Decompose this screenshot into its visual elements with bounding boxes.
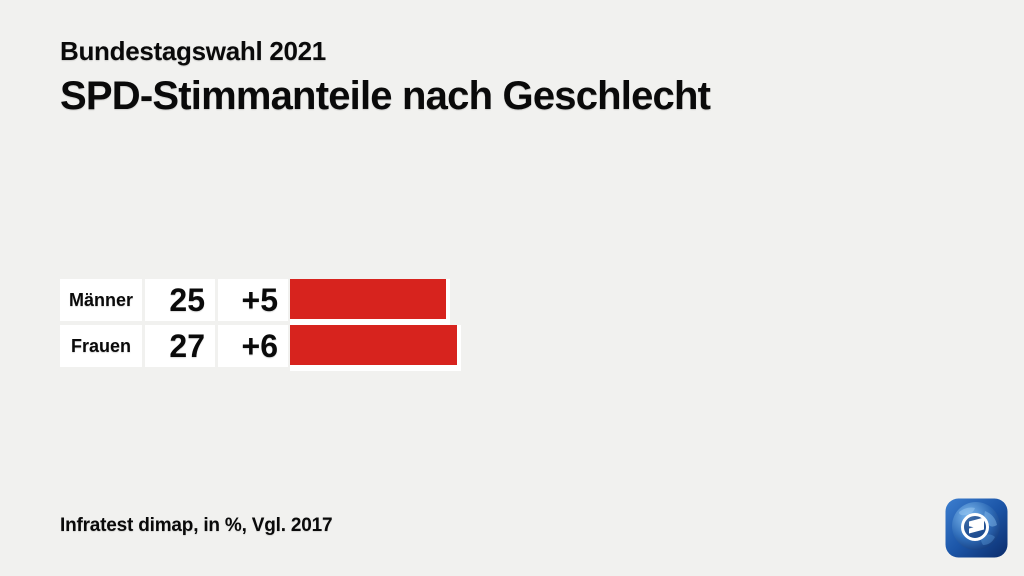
bar-track	[290, 325, 461, 371]
value-cell: 27	[145, 325, 215, 367]
bar-track	[290, 279, 450, 325]
change-cell: +5	[218, 279, 288, 321]
kicker-title: Bundestagswahl 2021	[60, 36, 326, 66]
page-title: SPD-Stimmanteile nach Geschlecht	[60, 74, 711, 118]
chart-row-frauen: Frauen 27 +6	[0, 325, 1024, 371]
chart-row-maenner: Männer 25 +5	[0, 279, 1024, 325]
value-cell: 25	[145, 279, 215, 321]
bar-maenner	[290, 279, 446, 319]
source-note: Infratest dimap, in %, Vgl. 2017	[60, 515, 333, 536]
tagesschau-logo-icon	[945, 498, 1008, 558]
category-label: Männer	[60, 279, 142, 321]
category-label: Frauen	[60, 325, 142, 367]
change-cell: +6	[218, 325, 288, 367]
bar-frauen	[290, 325, 457, 365]
